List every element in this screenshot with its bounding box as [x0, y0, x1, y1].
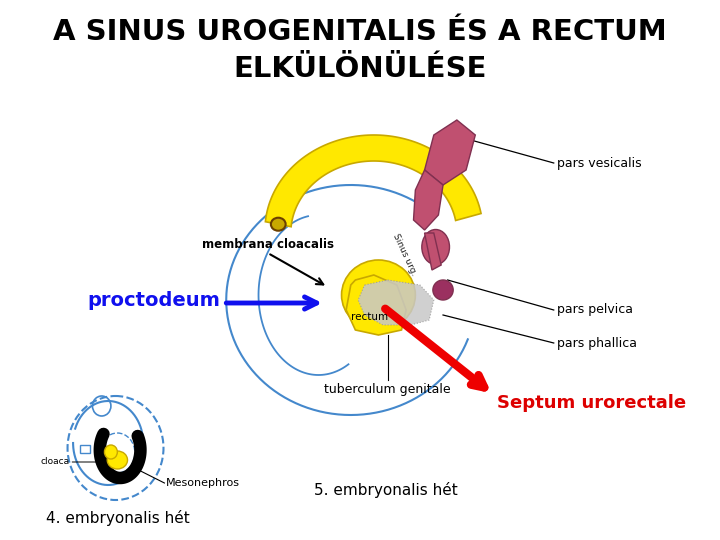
Ellipse shape — [107, 451, 127, 469]
Polygon shape — [266, 135, 481, 227]
Text: pars phallica: pars phallica — [557, 336, 636, 349]
Text: A SINUS UROGENITALIS ÉS A RECTUM: A SINUS UROGENITALIS ÉS A RECTUM — [53, 18, 667, 46]
Polygon shape — [425, 233, 441, 270]
Text: cloaca: cloaca — [40, 457, 69, 467]
Text: Sinus urg.: Sinus urg. — [391, 233, 418, 278]
Polygon shape — [425, 120, 475, 185]
Text: tuberculum genitale: tuberculum genitale — [325, 383, 451, 396]
Text: proctodeum: proctodeum — [87, 291, 220, 309]
Text: 4. embryonalis hét: 4. embryonalis hét — [46, 510, 190, 526]
Text: ELKÜLÖNÜLÉSE: ELKÜLÖNÜLÉSE — [233, 55, 487, 83]
Polygon shape — [413, 170, 443, 230]
Polygon shape — [358, 280, 434, 325]
Text: rectum: rectum — [351, 312, 388, 322]
Ellipse shape — [433, 280, 453, 300]
Polygon shape — [346, 275, 406, 335]
Circle shape — [104, 445, 117, 459]
Ellipse shape — [341, 260, 415, 330]
Text: Septum urorectale: Septum urorectale — [497, 394, 685, 412]
Text: 5. embryonalis hét: 5. embryonalis hét — [314, 482, 458, 498]
Ellipse shape — [422, 230, 449, 265]
Text: pars pelvica: pars pelvica — [557, 303, 632, 316]
Ellipse shape — [271, 218, 286, 231]
Text: Mesonephros: Mesonephros — [166, 478, 240, 488]
Text: membrana cloacalis: membrana cloacalis — [202, 239, 334, 252]
Text: pars vesicalis: pars vesicalis — [557, 157, 641, 170]
